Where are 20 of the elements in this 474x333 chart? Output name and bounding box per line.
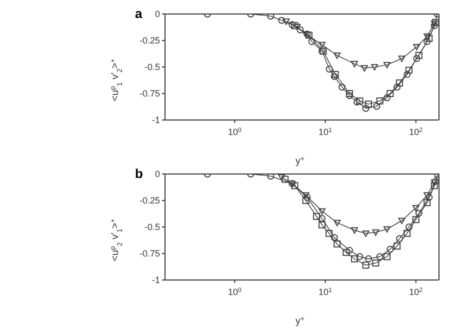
chart-title: a bbox=[135, 6, 142, 21]
x-tick-label: 10$^{2}$ bbox=[409, 126, 424, 137]
x-tick-label: 10$^{2}$ bbox=[409, 286, 424, 297]
y-tick-label: -0.75 bbox=[139, 248, 160, 259]
y-tick-label: -0.25 bbox=[139, 196, 160, 206]
y-tick-label: 0 bbox=[154, 169, 160, 180]
y-tick-label: -0.5 bbox=[144, 222, 160, 232]
y-tick-label: 0 bbox=[154, 9, 160, 20]
x-axis-title: y$^{+}$ bbox=[295, 156, 305, 167]
x-tick-label: 10$^{1}$ bbox=[318, 126, 333, 137]
chart-title: b bbox=[135, 166, 143, 181]
x-tick-label: 10$^{0}$ bbox=[228, 126, 242, 137]
y-tick-label: -0.25 bbox=[139, 36, 160, 46]
y-tick-label: -0.75 bbox=[139, 88, 160, 99]
y-tick-label: -1 bbox=[152, 275, 160, 286]
y-tick-label: -0.5 bbox=[144, 62, 160, 72]
y-tick-label: -1 bbox=[152, 115, 160, 126]
x-axis-title: y$^{+}$ bbox=[295, 316, 305, 327]
x-tick-label: 10$^{1}$ bbox=[318, 286, 333, 297]
x-tick-label: 10$^{0}$ bbox=[228, 286, 242, 297]
